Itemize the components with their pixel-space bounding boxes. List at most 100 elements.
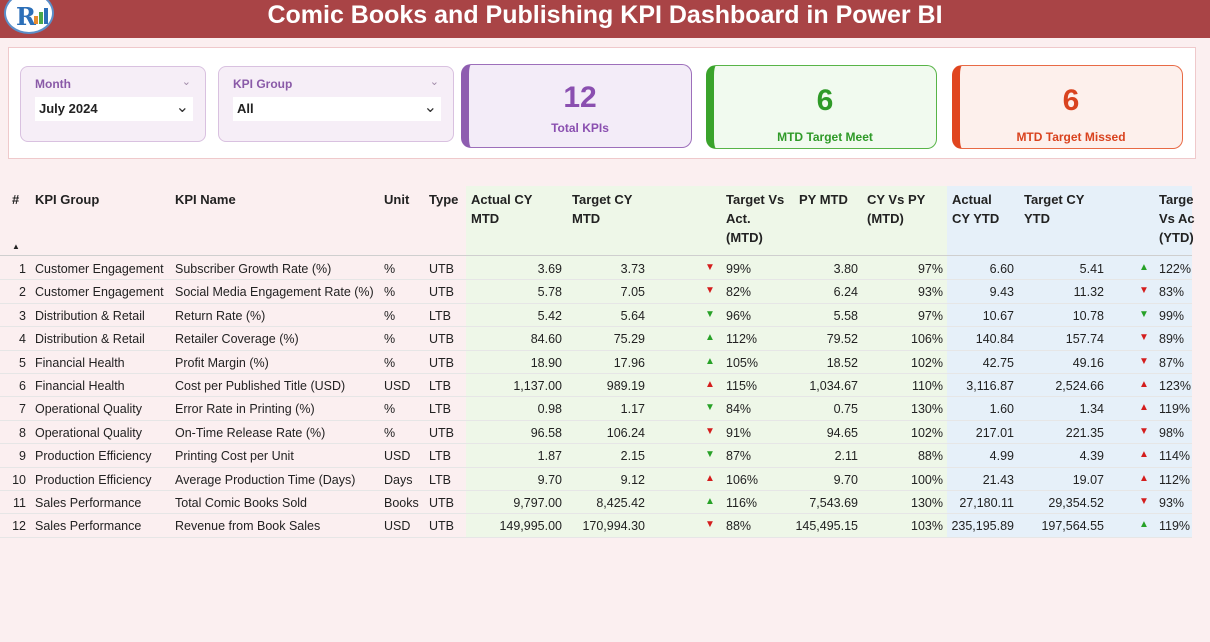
cell-name: Profit Margin (%) (175, 355, 269, 370)
cell-name: Printing Cost per Unit (175, 449, 294, 464)
col-header-kpi-name[interactable]: KPI Name (175, 192, 236, 207)
table-row[interactable]: 9 Production Efficiency Printing Cost per … (0, 444, 1192, 468)
cell-tgt-ytd: 5.41 (1079, 262, 1104, 276)
col-header-unit[interactable]: Unit (384, 192, 410, 207)
cell-tgt-ytd: 49.16 (1072, 355, 1104, 370)
table-row[interactable]: 11 Sales Performance Total Comic Books Sol… (0, 491, 1192, 515)
table-row[interactable]: 6 Financial Health Cost per Published Titl… (0, 374, 1192, 398)
cell-unit: % (384, 402, 396, 417)
col-header-target-cy-ytd[interactable]: Target CY YTD (1024, 192, 1085, 226)
table-row[interactable]: 12 Sales Performance Revenue from Book Sal… (0, 514, 1192, 538)
cell-act-ytd: 21.43 (982, 472, 1014, 487)
month-slicer[interactable]: Month ⌄ July 2024 ⌄ (20, 66, 206, 142)
table-row[interactable]: 8 Operational Quality On-Time Release Rate… (0, 421, 1192, 445)
cell-name: Return Rate (%) (175, 308, 266, 323)
arrow-up-icon: ▲ (705, 379, 715, 390)
col-header-py-mtd[interactable]: PY MTD (799, 192, 848, 207)
mtd-target-missed-card: 6 MTD Target Missed (952, 65, 1183, 149)
cell-unit: USD (384, 449, 411, 464)
table-row[interactable]: 5 Financial Health Profit Margin (%)% UTB 18… (0, 351, 1192, 374)
col-header-target-vs-act-mtd[interactable]: Target Vs Act. (MTD) (726, 192, 785, 245)
table-row[interactable]: 3 Distribution & Retail Return Rate (%)% LT… (0, 304, 1192, 328)
cell-num: 11 (13, 496, 26, 510)
cell-name: Total Comic Books Sold (175, 496, 308, 510)
arrow-up-icon: ▲ (705, 332, 715, 344)
cell-tgt-mtd: 989.19 (606, 379, 645, 393)
cell-tva-mtd: 87% (726, 449, 752, 464)
arrow-up-icon: ▲ (705, 472, 715, 484)
arrow-down-icon: ▼ (705, 308, 715, 320)
month-dropdown[interactable]: July 2024 ⌄ (35, 97, 193, 121)
collapse-chevron-icon[interactable]: ⌄ (429, 76, 439, 88)
cell-act-mtd: 5.78 (537, 285, 562, 300)
cell-act-mtd: 84.60 (530, 332, 562, 347)
mtd-target-missed-value: 6 (1062, 84, 1080, 117)
kpi-group-slicer-label: KPI Group (233, 77, 293, 91)
kpi-group-slicer[interactable]: KPI Group ⌄ All ⌄ (218, 66, 454, 142)
col-header-actual-cy-mtd[interactable]: Actual CY MTD (471, 192, 533, 226)
cell-tva-mtd: 112% (726, 332, 758, 347)
arrow-down-icon: ▼ (1139, 332, 1149, 344)
cell-tva-ytd: 87% (1159, 355, 1185, 370)
page-title: Comic Books and Publishing KPI Dashboard… (267, 1, 943, 29)
col-header-num[interactable]: # (12, 192, 20, 207)
sort-ascending-icon[interactable]: ▲ (12, 242, 20, 251)
cell-cyvpy: 100% (911, 472, 943, 487)
cell-num: 4 (19, 332, 26, 347)
kpi-group-dropdown[interactable]: All ⌄ (233, 97, 441, 121)
row-divider (0, 349, 1192, 351)
cell-tva-ytd: 114% (1159, 449, 1191, 464)
arrow-down-icon: ▼ (705, 262, 715, 273)
cell-tva-mtd: 106% (726, 472, 758, 487)
table-row[interactable]: 1 Customer Engagement Subscriber Growth Ra… (0, 257, 1192, 281)
cell-act-ytd: 9.43 (989, 285, 1014, 300)
cell-act-ytd: 10.67 (982, 308, 1014, 323)
col-header-kpi-group[interactable]: KPI Group (35, 192, 100, 207)
arrow-down-icon: ▼ (1139, 425, 1149, 437)
mtd-target-meet-value: 6 (816, 84, 834, 117)
cell-act-ytd: 217.01 (975, 425, 1014, 440)
row-divider (0, 443, 1192, 445)
cell-name: Subscriber Growth Rate (%) (175, 262, 332, 276)
cell-type: UTB (429, 332, 454, 347)
col-header-target-vs-act-ytd[interactable]: Targe Vs Ac (YTD) (1159, 192, 1195, 245)
month-dropdown-value: July 2024 (39, 101, 98, 116)
filter-card-panel: Month ⌄ July 2024 ⌄ KPI Group ⌄ All ⌄ 12… (8, 47, 1196, 159)
cell-type: LTB (429, 472, 451, 487)
cell-act-ytd: 42.75 (982, 355, 1014, 370)
chevron-down-icon[interactable]: ⌄ (423, 99, 437, 116)
cell-cyvpy: 88% (917, 449, 943, 464)
collapse-chevron-icon[interactable]: ⌄ (181, 76, 191, 88)
cell-group: Customer Engagement (35, 285, 164, 300)
cell-cyvpy: 103% (911, 519, 943, 534)
cell-cyvpy: 102% (911, 425, 943, 440)
chevron-down-icon[interactable]: ⌄ (175, 99, 189, 116)
cell-unit: Days (384, 472, 413, 487)
cell-tva-ytd: 119% (1159, 519, 1191, 534)
cell-unit: % (384, 308, 396, 323)
cell-num: 12 (12, 519, 26, 534)
cell-unit: USD (384, 379, 411, 393)
cell-tgt-ytd: 2,524.66 (1055, 379, 1104, 393)
col-header-actual-cy-ytd[interactable]: Actual CY YTD (952, 192, 1000, 226)
cell-tgt-mtd: 2.15 (620, 449, 645, 464)
cell-group: Distribution & Retail (35, 308, 145, 323)
cell-group: Financial Health (35, 379, 125, 393)
col-header-target-cy-mtd[interactable]: Target CY MTD (572, 192, 633, 226)
month-slicer-label: Month (35, 77, 71, 91)
col-header-type[interactable]: Type (429, 192, 459, 207)
cell-name: On-Time Release Rate (%) (175, 425, 326, 440)
table-row[interactable]: 7 Operational Quality Error Rate in Printi… (0, 397, 1192, 421)
table-row[interactable]: 2 Customer Engagement Social Media Engagem… (0, 280, 1192, 304)
cell-unit: % (384, 355, 396, 370)
cell-tva-mtd: 91% (726, 425, 752, 440)
col-header-cy-vs-py-mtd[interactable]: CY Vs PY (MTD) (867, 192, 926, 226)
cell-tgt-mtd: 170,994.30 (582, 519, 645, 534)
table-row[interactable]: 10 Production Efficiency Average Productio… (0, 468, 1192, 491)
cell-type: UTB (429, 519, 454, 534)
cell-py-mtd: 9.70 (833, 472, 858, 487)
row-divider (0, 419, 1192, 421)
cell-tgt-ytd: 11.32 (1073, 285, 1104, 300)
table-row[interactable]: 4 Distribution & Retail Retailer Coverage … (0, 327, 1192, 351)
cell-type: UTB (429, 425, 454, 440)
